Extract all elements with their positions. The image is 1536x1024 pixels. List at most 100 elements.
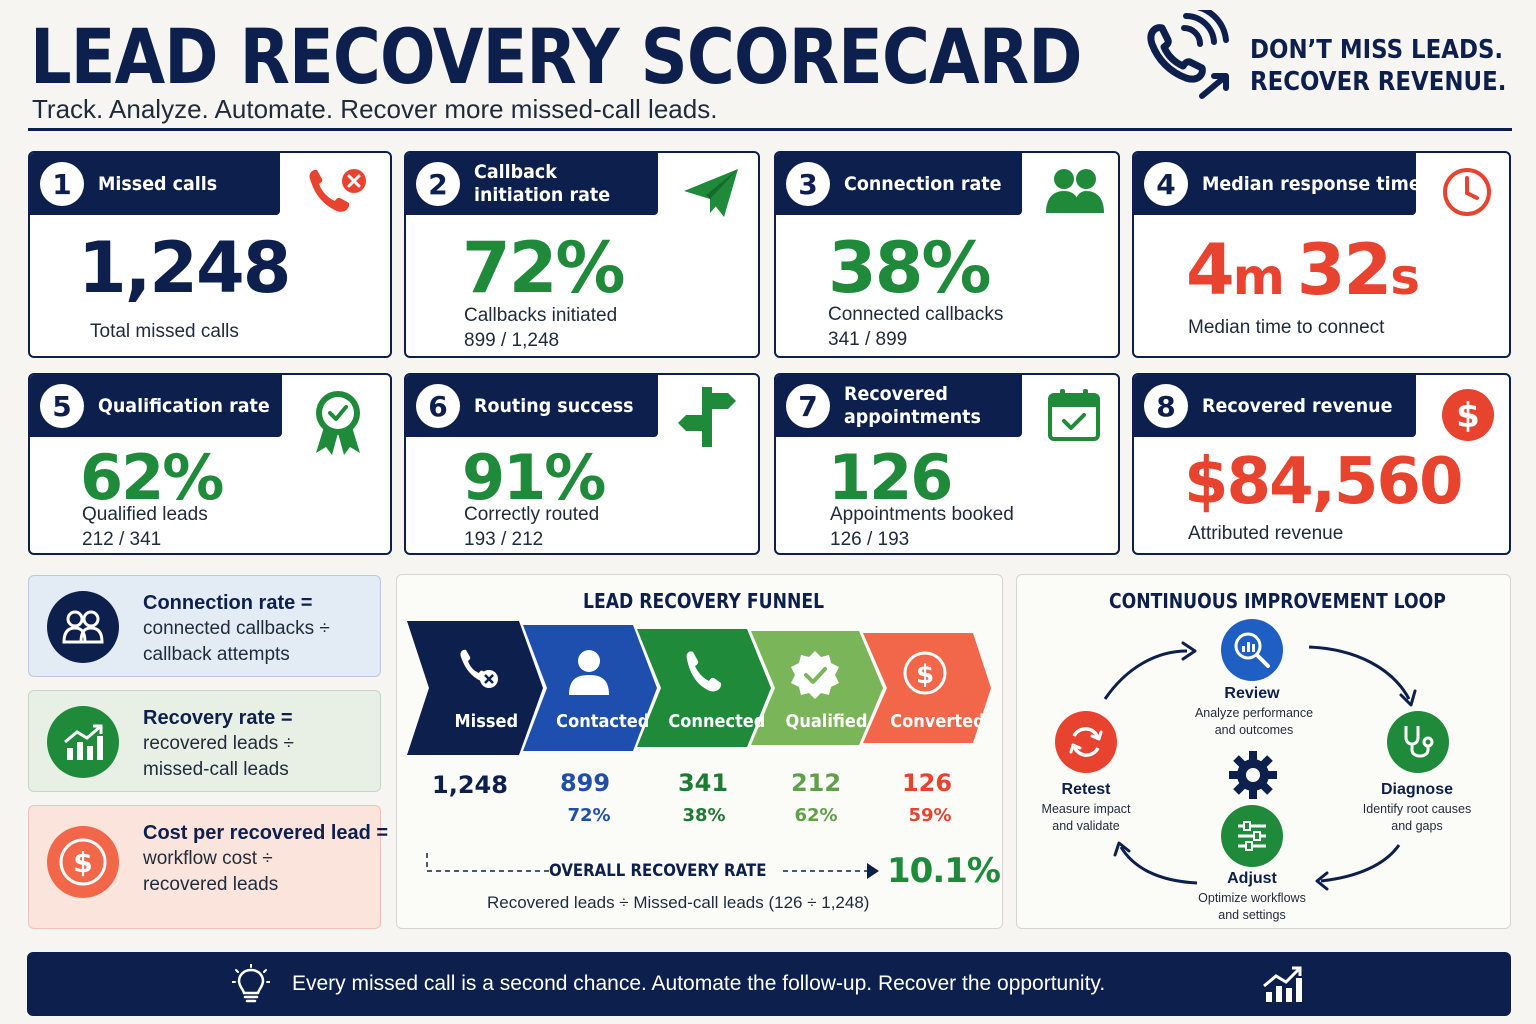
kpi-card-header: 4 Median response time xyxy=(1134,153,1421,215)
calendar-check-icon xyxy=(1048,389,1100,441)
kpi-card-median-response-time: 4 Median response time 4m 32s Median time… xyxy=(1132,151,1511,358)
loop-step-title: Review xyxy=(1224,685,1280,702)
people-icon xyxy=(1046,169,1104,213)
kpi-value: $84,560 xyxy=(1184,445,1463,519)
loop-step-desc-line: Analyze performance xyxy=(1194,706,1314,720)
kpi-card-header: 7 Recovered appointments xyxy=(776,375,1022,437)
kpi-ratio: 341 / 899 xyxy=(828,329,908,350)
kpi-card-recovered-revenue: 8 Recovered revenue $ $84,560 Attributed… xyxy=(1132,373,1511,555)
kpi-value: 62% xyxy=(80,441,224,514)
kpi-card-header: 8 Recovered revenue xyxy=(1134,375,1416,437)
kpi-card-routing-success: 6 Routing success 91% Correctly routed 1… xyxy=(404,373,760,555)
kpi-label: Recovered appointments xyxy=(844,383,981,429)
loop-step-desc-line: and gaps xyxy=(1391,819,1443,833)
formula-line: connected callbacks ÷ xyxy=(143,618,330,639)
kpi-label: Recovered revenue xyxy=(1202,394,1393,417)
formula-title: Cost per recovered lead = xyxy=(143,822,389,844)
funnel-stage-label: Connected xyxy=(668,711,766,732)
missed-call-icon xyxy=(460,649,498,688)
paper-plane-icon xyxy=(684,169,738,217)
tagline-line-2: RECOVER REVENUE. xyxy=(1250,67,1507,97)
formula-icon-circle xyxy=(47,591,119,663)
svg-text:$: $ xyxy=(1456,396,1480,436)
gear-icon xyxy=(1229,751,1277,799)
funnel-panel: LEAD RECOVERY FUNNEL $ Missed Contacted xyxy=(396,574,1003,929)
kpi-card-header: 1 Missed calls xyxy=(30,153,280,215)
loop-step-desc: Optimize workflows and settings xyxy=(1172,890,1332,924)
header-tagline: DON’T MISS LEADS. RECOVER REVENUE. xyxy=(1250,34,1506,98)
funnel-stage-connected xyxy=(637,629,771,747)
phone-waves-icon xyxy=(1147,10,1229,99)
funnel-stage-pct: 72% xyxy=(567,805,611,826)
funnel-stage-converted xyxy=(863,633,991,743)
loop-arrows xyxy=(1103,641,1417,891)
kpi-card-connection-rate: 3 Connection rate 38% Connected callback… xyxy=(774,151,1120,358)
kpi-card-header: 6 Routing success xyxy=(406,375,658,437)
kpi-value-minutes: 4 xyxy=(1186,229,1235,311)
tagline-line-1: DON’T MISS LEADS. xyxy=(1250,35,1504,65)
kpi-label-line-2: initiation rate xyxy=(474,184,611,206)
loop-step-desc-line: Identify root causes xyxy=(1362,802,1472,816)
kpi-subtext: Callbacks initiated xyxy=(464,305,618,326)
missed-call-icon xyxy=(309,169,366,212)
kpi-ratio: 193 / 212 xyxy=(464,529,544,550)
kpi-value: 126 xyxy=(828,441,953,514)
kpi-card-missed-calls: 1 Missed calls 1,248 Total missed calls xyxy=(28,151,392,358)
loop-step-title: Adjust xyxy=(1227,870,1277,887)
kpi-card-header: 5 Qualification rate xyxy=(30,375,282,437)
funnel-stage-label: Qualified xyxy=(785,711,868,732)
funnel-stage-missed xyxy=(407,621,543,755)
page-subtitle: Track. Analyze. Automate. Recover more m… xyxy=(32,94,718,124)
kpi-number: 7 xyxy=(786,384,830,428)
funnel-stage-label: Missed xyxy=(454,711,519,732)
stethoscope-icon xyxy=(1404,726,1434,758)
funnel-stage-pct: 59% xyxy=(908,805,952,826)
kpi-value: 72% xyxy=(462,227,626,309)
loop-step-desc-line: and settings xyxy=(1218,908,1286,922)
loop-step-desc-line: and outcomes xyxy=(1214,723,1294,737)
kpi-number: 4 xyxy=(1144,162,1188,206)
people-icon xyxy=(62,610,104,644)
lightbulb-icon xyxy=(232,964,270,1003)
kpi-value: 1,248 xyxy=(78,227,291,309)
loop-title: CONTINUOUS IMPROVEMENT LOOP xyxy=(1109,589,1446,613)
kpi-value: 4m 32s xyxy=(1186,229,1420,311)
formula-icon-circle xyxy=(47,706,119,778)
formula-title: Connection rate = xyxy=(143,592,313,614)
loop-step-title: Diagnose xyxy=(1380,781,1453,798)
kpi-subtext: Total missed calls xyxy=(90,321,239,342)
overall-rate-value: 10.1% xyxy=(887,851,1001,891)
funnel-stage-value: 1,248 xyxy=(432,771,508,799)
kpi-subtext: Appointments booked xyxy=(830,504,1014,525)
funnel-stage-value: 341 xyxy=(677,769,729,797)
loop-step-desc: Measure impact and validate xyxy=(1006,801,1166,835)
dollar-icon: $ xyxy=(59,838,107,886)
loop-step-desc-line: and validate xyxy=(1052,819,1120,833)
formula-line: callback attempts xyxy=(143,644,290,665)
kpi-ratio: 126 / 193 xyxy=(830,529,910,550)
kpi-label: Missed calls xyxy=(98,172,218,195)
improvement-loop-panel: CONTINUOUS IMPROVEMENT LOOP xyxy=(1016,574,1511,929)
kpi-label: Qualification rate xyxy=(98,394,270,417)
overall-rate-connector xyxy=(426,853,879,879)
formula-line: missed-call leads xyxy=(143,759,289,780)
kpi-card-header: 2 Callback initiation rate xyxy=(406,153,658,215)
kpi-label: Connection rate xyxy=(844,172,1002,195)
clock-icon xyxy=(1443,168,1491,216)
kpi-number: 6 xyxy=(416,384,460,428)
formula-line: recovered leads ÷ xyxy=(143,733,294,754)
funnel-stage-pct: 38% xyxy=(682,805,726,826)
formula-title: Recovery rate = xyxy=(143,707,293,729)
loop-step-title: Retest xyxy=(1061,781,1111,798)
overall-rate-formula: Recovered leads ÷ Missed-call leads (126… xyxy=(487,893,870,912)
kpi-label-line-2: appointments xyxy=(844,406,981,428)
funnel-stage-label: Contacted xyxy=(556,711,650,732)
loop-step-adjust-circle xyxy=(1221,805,1283,867)
loop-step-desc-line: Optimize workflows xyxy=(1198,891,1306,905)
formula-cost-per-recovered-lead: $ Cost per recovered lead = workflow cos… xyxy=(28,805,388,929)
funnel-title: LEAD RECOVERY FUNNEL xyxy=(583,589,825,613)
formula-icon-circle: $ xyxy=(47,826,119,898)
kpi-label: Median response time xyxy=(1202,172,1421,195)
funnel-stage-value: 212 xyxy=(790,769,842,797)
magnifier-chart-icon xyxy=(1234,632,1270,668)
